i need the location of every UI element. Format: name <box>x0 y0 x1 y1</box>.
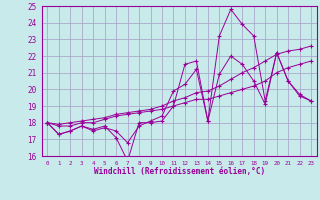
X-axis label: Windchill (Refroidissement éolien,°C): Windchill (Refroidissement éolien,°C) <box>94 167 265 176</box>
